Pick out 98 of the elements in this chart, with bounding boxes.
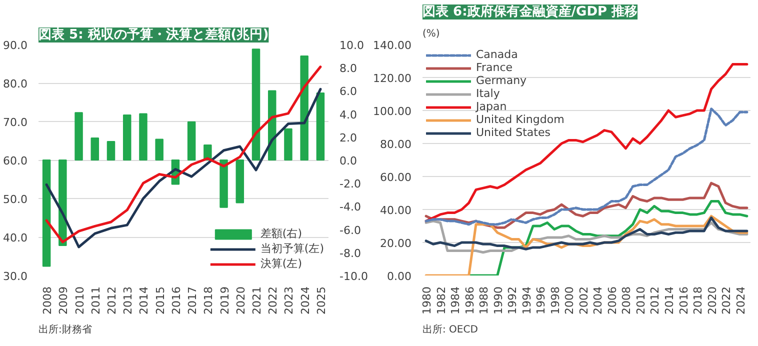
legend-label: Italy [476, 87, 500, 100]
legend-label: Germany [476, 74, 527, 87]
x-tick-label: 2010 [73, 286, 86, 314]
y-tick-label: 80.0 [3, 78, 28, 90]
x-tick-label: 2010 [634, 286, 648, 314]
y2-tick-label: 6.0 [340, 85, 357, 98]
x-tick-label: 2006 [606, 286, 619, 314]
y2-tick-label: -2.0 [340, 178, 361, 191]
x-tick-label: 2024 [734, 286, 748, 314]
x-tick-label: 2020 [234, 286, 248, 314]
x-tick-label: 2009 [57, 286, 70, 314]
legend-label: Canada [476, 48, 518, 61]
x-tick-label: 2023 [282, 286, 296, 314]
x-tick-label: 1980 [420, 286, 434, 314]
y2-tick-label: -4.0 [340, 200, 361, 214]
x-tick-label: 1986 [463, 286, 476, 314]
y-tick-label: 80.00 [380, 138, 412, 151]
y-tick-label: 100.00 [373, 105, 412, 118]
legend-label: France [476, 61, 513, 74]
y2-tick-label: 10.0 [340, 39, 364, 52]
legend-label: 当初予算(左) [260, 241, 324, 256]
bar [42, 160, 51, 267]
line-series [468, 200, 748, 276]
x-tick-label: 1996 [534, 286, 548, 314]
y-tick-label: 50.0 [3, 193, 28, 206]
bar [90, 138, 100, 160]
y-tick-label: 70.0 [3, 116, 28, 129]
y-tick-label: 20.00 [380, 237, 412, 250]
chart-title: 図表 6:政府保有金融資産/GDP 推移 [422, 4, 638, 20]
x-tick-label: 2014 [138, 286, 151, 314]
bar [139, 113, 148, 160]
x-tick-label: 2021 [250, 286, 264, 314]
legend-label: 差額(右) [260, 226, 302, 241]
y-tick-label: 90.0 [3, 39, 28, 52]
x-tick-label: 2018 [692, 286, 705, 314]
line-series [424, 63, 748, 222]
y2-tick-label: -8.0 [340, 246, 361, 260]
x-tick-label: 2008 [620, 286, 634, 314]
x-tick-label: 2000 [563, 286, 576, 314]
bar [106, 141, 116, 160]
y2-tick-label: -10.0 [340, 270, 368, 283]
x-tick-label: 2012 [648, 286, 662, 314]
legend-label: Japan [476, 100, 507, 113]
y-tick-label: 120.00 [373, 72, 412, 85]
x-tick-label: 2025 [314, 286, 328, 314]
legend-label: United States [476, 126, 550, 139]
x-tick-label: 2012 [106, 286, 118, 314]
bar [252, 48, 260, 160]
y-tick-label: 30.0 [3, 270, 28, 283]
bar [187, 121, 196, 160]
text: 出所:財務省 [38, 324, 92, 336]
bar [155, 138, 164, 160]
x-tick-label: 2011 [89, 286, 102, 314]
y2-tick-label: 4.0 [340, 108, 357, 122]
x-tick-label: 2004 [592, 286, 605, 314]
x-tick-label: 2024 [298, 286, 312, 314]
x-tick-label: 2018 [202, 286, 216, 314]
x-tick-label: 2016 [170, 286, 183, 314]
x-tick-label: 2020 [706, 286, 719, 314]
bar [316, 92, 325, 160]
text: 出所: OECD [422, 324, 478, 336]
bar [220, 160, 228, 208]
x-tick-label: 1982 [434, 286, 448, 314]
y2-tick-label: -6.0 [340, 224, 361, 237]
y-tick-label: 40.0 [3, 232, 28, 244]
y-tick-label: 60.00 [380, 171, 412, 184]
y2-tick-label: 2.0 [340, 131, 357, 144]
x-tick-label: 1984 [449, 286, 462, 314]
y-tick-label: 60.0 [3, 154, 28, 168]
y-axis-title: (%) [422, 28, 440, 40]
legend-label: United Kingdom [476, 113, 564, 126]
x-tick-label: 2015 [154, 286, 167, 314]
x-tick-label: 1988 [478, 286, 491, 314]
x-tick-label: 1994 [520, 286, 534, 314]
x-tick-label: 2013 [122, 286, 135, 314]
x-tick-label: 1998 [548, 286, 562, 314]
x-tick-label: 1992 [506, 286, 520, 314]
x-tick-label: 2002 [577, 286, 590, 314]
x-tick-label: 2017 [186, 286, 200, 314]
y2-tick-label: 8.0 [340, 62, 357, 76]
y2-tick-label: 0.0 [340, 154, 357, 168]
y-tick-label: 40.00 [380, 204, 412, 217]
legend-label: 決算(左) [260, 256, 302, 271]
x-tick-label: 1990 [492, 286, 505, 314]
bar [236, 160, 244, 204]
x-tick-label: 2016 [677, 286, 690, 314]
x-tick-label: 2008 [41, 286, 54, 314]
x-tick-label: 2022 [266, 286, 280, 314]
x-tick-label: 2019 [218, 286, 232, 314]
y-tick-label: 0.00 [387, 270, 412, 283]
x-tick-label: 2022 [720, 286, 734, 314]
bar [300, 56, 308, 160]
bar [122, 114, 132, 160]
y-tick-label: 140.00 [373, 39, 412, 52]
bar [284, 128, 292, 160]
x-tick-label: 2014 [663, 286, 676, 314]
chart-title: 図表 5: 税収の予算・決算と差額(兆円) [38, 26, 269, 42]
bar [74, 112, 83, 160]
